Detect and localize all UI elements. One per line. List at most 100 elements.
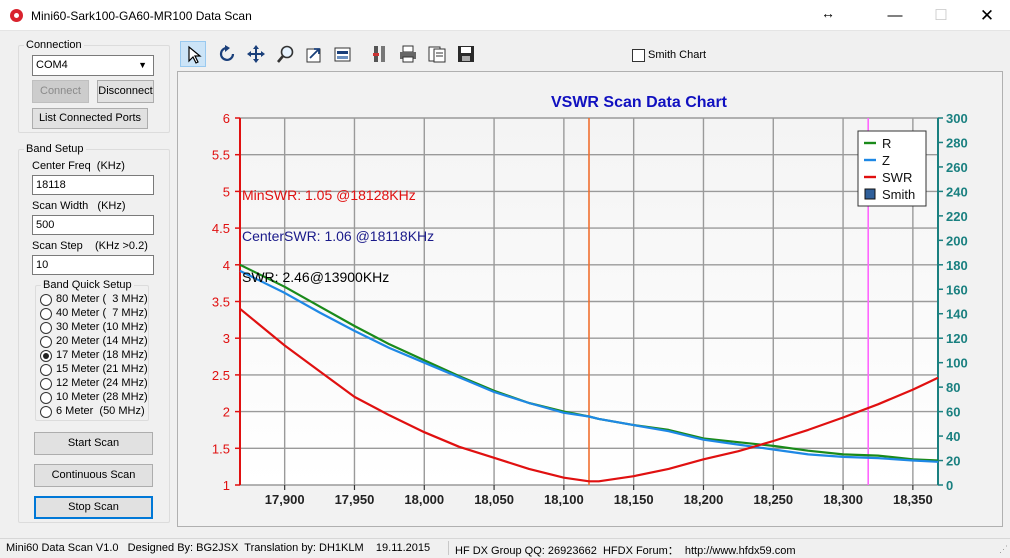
radio-unselected-icon[interactable] bbox=[40, 406, 52, 418]
smith-chart-checkbox[interactable] bbox=[632, 49, 645, 62]
save-icon bbox=[458, 46, 474, 62]
right-tick-label: 140 bbox=[946, 307, 968, 322]
scan-width-input[interactable]: 500 bbox=[32, 215, 154, 235]
band-radio-label: 17 Meter (18 MHz) bbox=[56, 349, 148, 361]
window-title: Mini60-Sark100-GA60-MR100 Data Scan bbox=[31, 9, 252, 23]
tools-tool-button[interactable] bbox=[367, 41, 393, 67]
zoom-tool-button[interactable] bbox=[273, 41, 299, 67]
com-port-select[interactable]: COM4 ▼ bbox=[32, 55, 154, 76]
right-tick-label: 40 bbox=[946, 429, 960, 444]
band-radio-label: 10 Meter (28 MHz) bbox=[56, 391, 148, 403]
status-separator bbox=[448, 541, 449, 555]
chart-panel: VSWR Scan Data Chart 1 1.5 2 2.5 3 3.5 4 4.5 5 5.5… bbox=[177, 71, 1003, 527]
disconnect-button[interactable]: Disconnect bbox=[97, 80, 154, 103]
start-scan-button[interactable]: Start Scan bbox=[34, 432, 153, 455]
save-tool-button[interactable] bbox=[453, 41, 479, 67]
radio-unselected-icon[interactable] bbox=[40, 392, 52, 404]
scan-step-hint: (KHz >0.2) bbox=[95, 240, 148, 252]
left-tick-label: 5.5 bbox=[212, 148, 230, 163]
band-setup-legend: Band Setup bbox=[26, 143, 84, 155]
radio-unselected-icon[interactable] bbox=[40, 364, 52, 376]
chart-annotation: CenterSWR: 1.06 @18118KHz bbox=[242, 228, 434, 244]
x-tick-label: 18,100 bbox=[544, 492, 584, 507]
legend-label: Smith bbox=[882, 187, 915, 202]
pointer-icon bbox=[188, 45, 202, 64]
right-tick-label: 80 bbox=[946, 380, 960, 395]
band-radio-label: 12 Meter (24 MHz) bbox=[56, 377, 148, 389]
legend-swatch bbox=[864, 188, 876, 200]
x-tick-label: 18,250 bbox=[753, 492, 793, 507]
x-tick-label: 17,950 bbox=[335, 492, 375, 507]
band-radio-label: 20 Meter (14 MHz) bbox=[56, 335, 148, 347]
center-freq-label: Center Freq (KHz) bbox=[32, 160, 125, 172]
zoom-icon bbox=[277, 45, 294, 63]
right-tick-label: 240 bbox=[946, 184, 968, 199]
connection-group: Connection bbox=[18, 39, 170, 133]
radio-unselected-icon[interactable] bbox=[40, 308, 52, 320]
resize-grip-icon[interactable]: ⋰ bbox=[999, 544, 1008, 554]
tools-icon bbox=[373, 46, 385, 62]
copy-icon bbox=[428, 46, 446, 63]
connect-button[interactable]: Connect bbox=[32, 80, 89, 103]
left-tick-label: 4 bbox=[223, 258, 230, 273]
print-tool-button[interactable] bbox=[395, 41, 421, 67]
right-tick-label: 20 bbox=[946, 454, 960, 469]
legend-label: SWR bbox=[882, 170, 912, 185]
chevron-down-icon: ▼ bbox=[138, 60, 147, 70]
band-radio-label: 80 Meter ( 3 MHz) bbox=[56, 293, 148, 305]
x-tick-label: 18,350 bbox=[893, 492, 933, 507]
status-bar: Mini60 Data Scan V1.0 Designed By: BG2JS… bbox=[0, 538, 1010, 557]
radio-unselected-icon[interactable] bbox=[40, 322, 52, 334]
rotate-tool-button[interactable] bbox=[215, 41, 241, 67]
right-tick-label: 180 bbox=[946, 258, 968, 273]
band-radio-label: 6 Meter (50 MHz) bbox=[56, 405, 145, 417]
band-radio-label: 30 Meter (10 MHz) bbox=[56, 321, 148, 333]
scan-step-input[interactable]: 10 bbox=[32, 255, 154, 275]
export-tool-button[interactable] bbox=[301, 41, 327, 67]
chart-toolbar bbox=[177, 38, 1003, 71]
band-setup-group: Band Setup bbox=[18, 143, 170, 523]
radio-selected-icon[interactable] bbox=[40, 350, 52, 362]
maximize-button[interactable]: ☐ bbox=[934, 7, 948, 24]
radio-unselected-icon[interactable] bbox=[40, 294, 52, 306]
grid-tool-button[interactable] bbox=[330, 41, 356, 67]
left-tick-label: 2 bbox=[223, 405, 230, 420]
stop-scan-button[interactable]: Stop Scan bbox=[34, 496, 153, 519]
app-icon bbox=[10, 9, 23, 22]
right-tick-label: 0 bbox=[946, 478, 953, 493]
minimize-button[interactable]: — bbox=[887, 7, 903, 24]
right-tick-label: 100 bbox=[946, 356, 968, 371]
legend-label: R bbox=[882, 136, 891, 151]
export-icon bbox=[306, 48, 321, 63]
center-freq-input[interactable]: 18118 bbox=[32, 175, 154, 195]
continuous-scan-button[interactable]: Continuous Scan bbox=[34, 464, 153, 487]
left-tick-label: 3 bbox=[223, 331, 230, 346]
close-button[interactable]: ✕ bbox=[979, 6, 995, 25]
x-tick-label: 18,050 bbox=[474, 492, 514, 507]
pointer-tool-button[interactable] bbox=[180, 41, 206, 67]
vswr-chart[interactable]: VSWR Scan Data Chart 1 1.5 2 2.5 3 3.5 4 4.5 5 5.5… bbox=[178, 72, 1002, 526]
left-tick-label: 2.5 bbox=[212, 368, 230, 383]
status-version-credits: Mini60 Data Scan V1.0 Designed By: BG2JS… bbox=[6, 542, 431, 554]
radio-unselected-icon[interactable] bbox=[40, 336, 52, 348]
move-tool-button[interactable] bbox=[243, 41, 269, 67]
left-tick-label: 4.5 bbox=[212, 221, 230, 236]
list-ports-button[interactable]: List Connected Ports bbox=[32, 108, 148, 129]
title-bar: Mini60-Sark100-GA60-MR100 Data Scan ↔ — … bbox=[0, 0, 1010, 31]
band-quick-setup-group: Band Quick Setup bbox=[35, 279, 149, 421]
legend-label: Z bbox=[882, 153, 890, 168]
chart-title: VSWR Scan Data Chart bbox=[551, 94, 728, 111]
scan-step-label: Scan Step bbox=[32, 240, 83, 252]
series-line-z bbox=[239, 269, 939, 463]
radio-unselected-icon[interactable] bbox=[40, 378, 52, 390]
left-tick-label: 1 bbox=[223, 478, 230, 493]
status-forum-info: HF DX Group QQ: 26923662 HFDX Forum： htt… bbox=[455, 545, 796, 557]
x-tick-label: 18,200 bbox=[684, 492, 724, 507]
right-tick-label: 60 bbox=[946, 405, 960, 420]
copy-tool-button[interactable] bbox=[424, 41, 450, 67]
right-tick-label: 300 bbox=[946, 111, 968, 126]
chart-annotation: SWR: 2.46@13900KHz bbox=[242, 269, 389, 285]
left-tick-label: 3.5 bbox=[212, 295, 230, 310]
smith-chart-label: Smith Chart bbox=[648, 49, 707, 61]
print-icon bbox=[400, 45, 416, 63]
